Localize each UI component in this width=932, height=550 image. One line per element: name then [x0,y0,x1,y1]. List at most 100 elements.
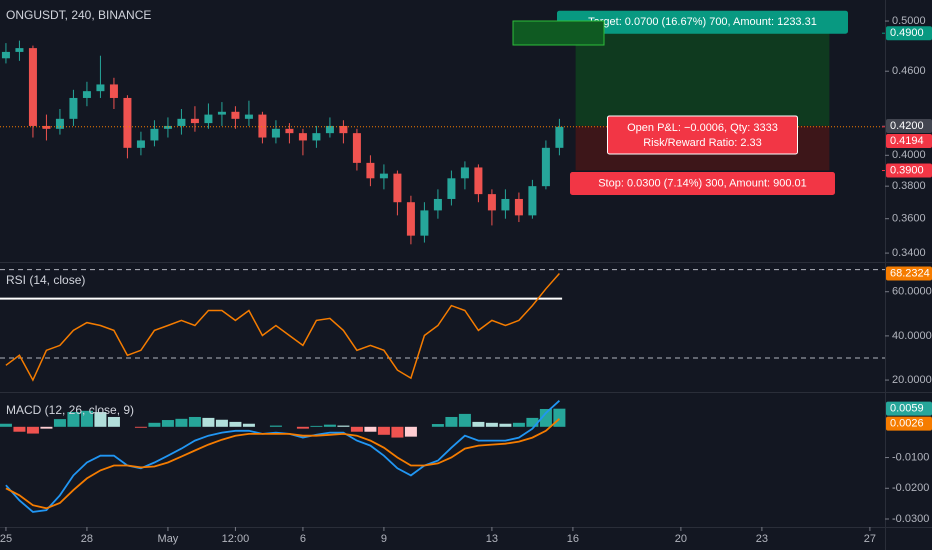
candle-body [244,114,253,119]
price-badge-label: 0.0059 [890,403,924,415]
histogram-bar [0,423,12,427]
y-tick-label: -0.0100 [892,451,929,463]
histogram-bar [148,422,161,427]
candle-body [109,84,118,98]
x-tick-label: 12:00 [222,533,250,545]
y-tick-label: 0.3600 [892,213,926,225]
histogram-bar [539,408,552,427]
drag-handle-box [512,20,605,46]
price-badge-label: 0.4900 [890,27,924,39]
histogram-bar [80,410,93,427]
candle-body [514,198,523,216]
price-badge [886,266,932,281]
histogram-bar [134,426,147,428]
histogram-bar [350,426,363,432]
candle-body [474,167,483,195]
y-tick-label: 40.0000 [892,330,932,342]
histogram-bar [242,423,255,427]
y-tick-label: -0.0200 [892,482,929,494]
stop-label: Stop: 0.0300 (7.14%) 300, Amount: 900.01 [598,177,807,189]
candle-body [406,202,415,236]
candle-body [379,173,388,179]
candle-body [393,173,402,203]
candle-body [447,178,456,199]
candle-body [96,84,105,92]
candle-body [420,210,429,236]
x-tick-label: 27 [864,533,876,545]
pnl-label: Open P&L: −0.0006, Qty: 3333 [627,122,778,134]
macd-title: MACD (12, 26, close, 9) [6,403,134,417]
histogram-bar [188,416,201,427]
price-badge-label: 0.4200 [890,120,924,132]
x-tick-label: 28 [81,533,93,545]
histogram-bar [310,425,323,427]
histogram-bar [26,426,39,434]
rsi-line [5,273,560,382]
candle-body [298,133,307,141]
target-zone [575,33,830,126]
candle-body [190,118,199,124]
histogram-bar [296,426,309,429]
histogram-bar [13,426,26,432]
candle-body [501,198,510,211]
candle-body [352,133,361,163]
pnl-label-box [606,115,798,155]
histogram-bar [512,422,525,427]
histogram-bar [202,417,215,427]
y-tick-label: 0.5000 [892,15,926,27]
candle-body [312,133,321,141]
histogram-bar [323,424,336,427]
candle-body [285,128,294,134]
x-tick-label: 13 [486,533,498,545]
price-badge [886,416,932,431]
histogram-bar [485,422,498,427]
y-tick-label: 0.3400 [892,247,926,259]
candle-body [82,91,91,98]
x-tick-label: 9 [381,533,387,545]
histogram-bar [553,408,566,427]
histogram-bar [40,426,53,429]
histogram-bar [445,416,458,427]
y-tick-label: 20.0000 [892,374,932,386]
candle-body [487,194,496,211]
x-tick-label: 23 [756,533,768,545]
histogram-bar [458,413,471,427]
candle-body [258,114,267,138]
candle-body [177,118,186,126]
histogram-bar [215,419,228,427]
histogram-bar [175,418,188,427]
y-tick-label: 60.0000 [892,286,932,298]
histogram-bar [431,424,444,427]
candle-body [55,118,64,129]
histogram-bar [391,426,404,438]
histogram-bar [499,423,512,427]
price-badge [886,163,932,178]
candle-body [433,198,442,211]
x-tick-label: 16 [567,533,579,545]
histogram-bar [94,412,107,427]
histogram-bar [526,417,539,427]
y-tick-label: -0.0300 [892,513,929,525]
x-tick-label: 6 [300,533,306,545]
x-tick-label: 20 [675,533,687,545]
candle-body [460,167,469,179]
histogram-bar [107,416,120,427]
x-tick-label: May [158,533,179,545]
histogram-bar [53,419,66,427]
candle-body [231,111,240,119]
candle-body [15,48,24,52]
macd-line [5,418,560,510]
candle-body [366,162,375,179]
histogram-bar [229,421,242,427]
candle-body [28,48,37,126]
candle-body [339,125,348,134]
histogram-bar [472,421,485,427]
candle-body [163,125,172,129]
x-tick-label: 25 [0,533,12,545]
histogram-bar [364,426,377,432]
price-title: ONGUSDT, 240, BINANCE [6,8,151,22]
price-badge [886,26,932,41]
rr-label: Risk/Reward Ratio: 2.33 [643,137,762,149]
candle-body [204,114,213,124]
